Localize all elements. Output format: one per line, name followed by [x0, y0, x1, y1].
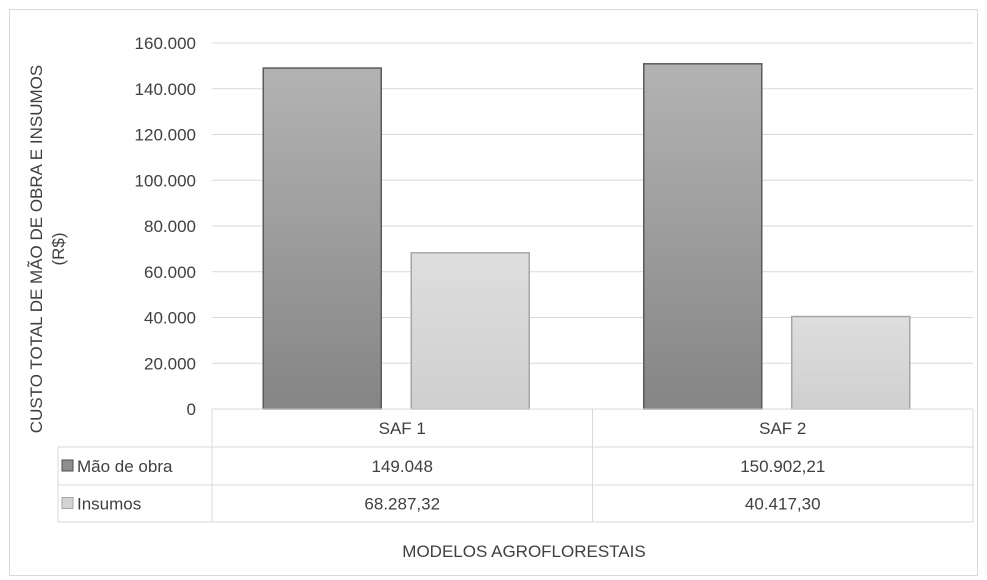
y-tick-label: 0: [187, 400, 196, 419]
bar-insumos-2: [791, 315, 911, 410]
legend-label: Insumos: [77, 495, 141, 514]
legend-label: Mão de obra: [77, 457, 173, 476]
bar-insumos-1: [410, 252, 530, 410]
bar-mao-de-obra-2: [643, 63, 763, 410]
y-tick-label: 100.000: [135, 171, 196, 190]
x-axis-title: MODELOS AGROFLORESTAIS: [402, 542, 645, 561]
data-table-value: 40.417,30: [745, 495, 821, 514]
category-label: SAF 1: [379, 419, 426, 438]
legend-key-insumos: [61, 497, 74, 509]
chart-border: [9, 9, 978, 576]
y-tick-label: 40.000: [144, 309, 196, 328]
category-label: SAF 2: [759, 419, 806, 438]
data-table-value: 68.287,32: [364, 495, 440, 514]
bar-mao-de-obra-1: [262, 67, 382, 410]
legend-key-mao-de-obra: [61, 459, 74, 472]
data-table-value: 150.902,21: [740, 457, 825, 476]
y-tick-label: 140.000: [135, 80, 196, 99]
y-axis-title-line-1: CUSTO TOTAL DE MÃO DE OBRA E INSUMOS: [27, 65, 46, 433]
data-table-value: 149.048: [372, 457, 433, 476]
y-tick-label: 120.000: [135, 126, 196, 145]
y-tick-label: 160.000: [135, 34, 196, 53]
y-tick-label: 20.000: [144, 354, 196, 373]
y-tick-label: 80.000: [144, 217, 196, 236]
y-tick-label: 60.000: [144, 263, 196, 282]
y-axis-title-line-2: (R$): [49, 232, 68, 265]
